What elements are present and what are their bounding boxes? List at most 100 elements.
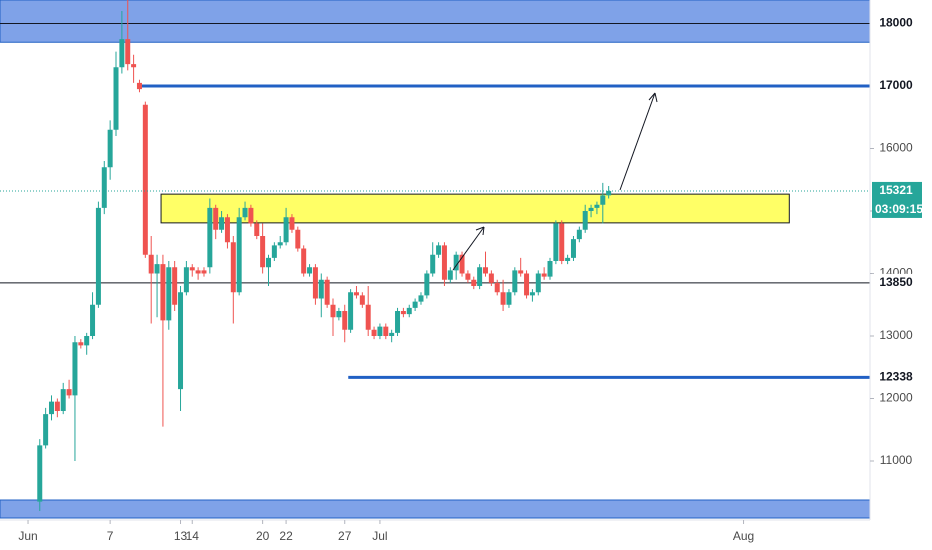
candle-body xyxy=(277,242,283,246)
candle-body xyxy=(348,292,354,330)
candle-body xyxy=(224,217,230,243)
candle-body xyxy=(506,292,512,305)
candle-body xyxy=(307,267,313,274)
plot-area xyxy=(0,0,871,519)
x-tick-label: Jun xyxy=(18,529,37,543)
candle-body xyxy=(330,304,336,318)
candle-body xyxy=(500,292,506,305)
x-tick-label: 22 xyxy=(279,529,293,543)
x-tick-label: 20 xyxy=(256,529,270,543)
candle-body xyxy=(541,273,547,277)
candle-body xyxy=(43,414,49,446)
level-tag-label: 17000 xyxy=(879,78,913,92)
candle-body xyxy=(265,257,271,268)
candle-body xyxy=(342,311,348,330)
x-tick-label: Aug xyxy=(733,529,754,543)
candle-body xyxy=(318,279,324,299)
candle-body xyxy=(213,207,219,230)
price-tag-label: 15321 xyxy=(879,183,913,197)
price-tag xyxy=(872,181,922,218)
zone xyxy=(0,499,871,519)
candle-body xyxy=(588,207,594,211)
candle-body xyxy=(477,267,483,286)
level-tag-label: 18000 xyxy=(879,16,913,30)
candle-body xyxy=(248,207,254,224)
candle-body xyxy=(189,267,195,271)
level-tag xyxy=(872,77,922,95)
candle-body xyxy=(242,207,248,218)
candle-body xyxy=(60,389,66,411)
x-tick-label: 27 xyxy=(338,529,352,543)
candle-body xyxy=(289,217,295,230)
candle-body xyxy=(377,326,383,336)
candle-body xyxy=(260,236,266,268)
candle-body xyxy=(365,304,371,330)
candle-body xyxy=(353,292,359,296)
candle-body xyxy=(172,267,178,305)
candle-body xyxy=(453,254,459,271)
y-tick-label: 12000 xyxy=(879,391,913,405)
candle-body xyxy=(78,342,84,346)
candle-body xyxy=(142,104,148,255)
candle-body xyxy=(295,229,301,249)
candle-body xyxy=(90,304,96,336)
candle-body xyxy=(576,229,582,240)
level-tag-label: 12338 xyxy=(879,370,913,384)
candle-body xyxy=(254,223,260,236)
level-tag-label: 13850 xyxy=(879,275,913,289)
candle-body xyxy=(336,311,342,318)
candle-body xyxy=(424,273,430,296)
drawings xyxy=(452,92,658,271)
candle-body xyxy=(512,270,518,293)
candle-body xyxy=(324,279,330,305)
y-tick-label: 11000 xyxy=(880,453,913,467)
candle-body xyxy=(136,82,142,90)
candle-body xyxy=(119,39,125,68)
candle-body xyxy=(406,307,412,315)
candle-body xyxy=(400,311,406,315)
candle-body xyxy=(312,267,318,299)
candle-body xyxy=(535,273,541,293)
candle-body xyxy=(95,207,101,305)
candle-body xyxy=(447,270,453,280)
candle-body xyxy=(582,211,588,230)
candle-body xyxy=(230,242,236,293)
candle-body xyxy=(195,270,201,274)
arrow-head xyxy=(475,226,485,236)
candle-body xyxy=(465,273,471,280)
candle-body xyxy=(207,207,213,268)
candle-body xyxy=(154,264,160,274)
candle-body xyxy=(441,245,447,280)
candle-body xyxy=(271,245,277,258)
candle-body xyxy=(383,326,389,336)
candle-body xyxy=(553,223,559,261)
candle-body xyxy=(66,389,72,396)
y-tick-label: 13000 xyxy=(879,328,913,342)
candle-body xyxy=(529,292,535,296)
candle-body xyxy=(436,245,442,255)
countdown-label: 03:09:15 xyxy=(875,202,923,216)
candle-body xyxy=(160,264,166,321)
candle-body xyxy=(371,329,377,336)
candle-body xyxy=(178,292,184,390)
candle-body xyxy=(236,217,242,293)
candle-body xyxy=(48,401,54,415)
candle-body xyxy=(494,282,500,293)
candle-body xyxy=(488,273,494,283)
candle-body xyxy=(412,301,418,308)
y-tick-label: 16000 xyxy=(879,141,913,155)
candle-body xyxy=(107,129,113,168)
candle-body xyxy=(113,67,119,130)
candle-body xyxy=(84,336,90,346)
x-tick-label: 7 xyxy=(107,529,114,543)
arrow xyxy=(619,92,656,191)
candle-body xyxy=(131,64,137,68)
candle-body xyxy=(54,401,60,411)
candle-body xyxy=(101,167,107,208)
candle-body xyxy=(518,270,524,274)
candle-body xyxy=(482,267,488,274)
zone xyxy=(0,0,871,43)
candle-body xyxy=(37,445,43,502)
candle-body xyxy=(301,248,307,274)
